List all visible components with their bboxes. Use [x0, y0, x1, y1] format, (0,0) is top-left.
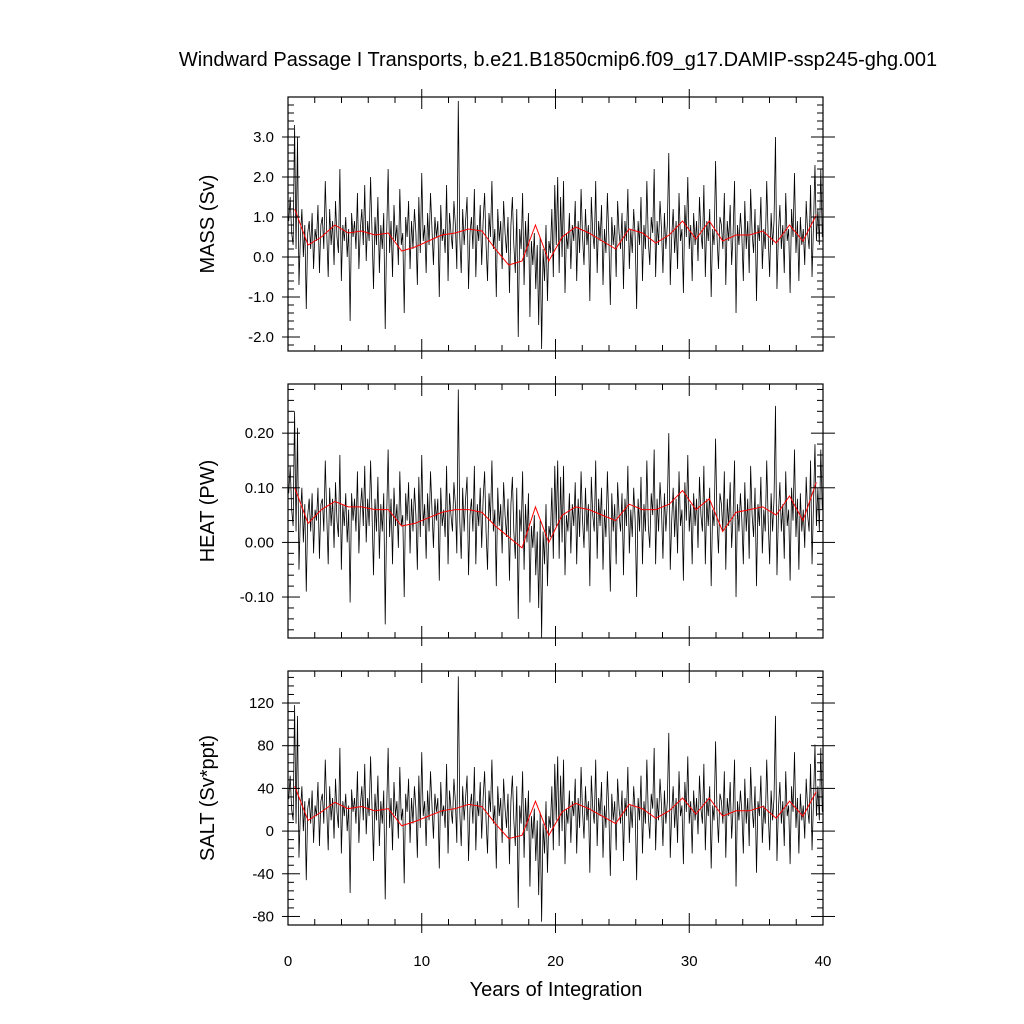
x-axis-label: Years of Integration — [470, 979, 643, 1001]
mass-panel: -2.0 -1.0 0.0 1.0 2.0 3.0 MASS (Sv) — [197, 89, 835, 359]
mass-y-axis-label: MASS (Sv) — [197, 175, 219, 274]
panels-group: -2.0 -1.0 0.0 1.0 2.0 3.0 MASS (Sv) -0.10 0.00 0.… — [197, 89, 835, 970]
salt-y-tick-label: -80 — [252, 908, 274, 925]
mass-monthly-series-line — [288, 100, 823, 350]
salt-monthly-series-line — [288, 676, 823, 922]
heat-y-tick-label: 0.10 — [245, 480, 274, 497]
heat-y-axis-label: HEAT (PW) — [197, 460, 219, 563]
salt-y-tick-label: 120 — [249, 695, 274, 712]
mass-y-tick-label: 3.0 — [253, 129, 274, 146]
x-tick-label: 20 — [547, 953, 564, 970]
mass-y-tick-label: 1.0 — [253, 209, 274, 226]
salt-y-tick-label: 40 — [257, 780, 274, 797]
salt-y-axis-label: SALT (Sv*ppt) — [197, 735, 219, 861]
x-tick-label: 10 — [413, 953, 430, 970]
mass-annual-mean-line — [294, 208, 817, 266]
heat-y-tick-label: 0.20 — [245, 425, 274, 442]
salt-panel: -80 -40 0 40 80 120 SALT (Sv*ppt) 0 10 20 30 40 — [197, 663, 835, 970]
salt-annual-mean-line — [294, 786, 817, 840]
mass-y-tick-label: -2.0 — [248, 329, 274, 346]
salt-y-tick-label: 0 — [266, 823, 274, 840]
salt-y-tick-label: -40 — [252, 866, 274, 883]
mass-y-tick-label: -1.0 — [248, 289, 274, 306]
heat-panel: -0.10 0.00 0.10 0.20 HEAT (PW) — [197, 376, 835, 646]
chart-title: Windward Passage I Transports, b.e21.B18… — [179, 49, 937, 71]
salt-y-tick-label: 80 — [257, 738, 274, 755]
x-tick-label: 0 — [284, 953, 292, 970]
heat-annual-mean-line — [294, 482, 817, 549]
heat-y-tick-label: 0.00 — [245, 534, 274, 551]
mass-y-tick-label: 2.0 — [253, 169, 274, 186]
heat-y-tick-label: -0.10 — [240, 589, 274, 606]
x-tick-label: 30 — [681, 953, 698, 970]
x-tick-label: 40 — [815, 953, 832, 970]
heat-monthly-series-line — [288, 389, 823, 638]
mass-y-tick-label: 0.0 — [253, 249, 274, 266]
